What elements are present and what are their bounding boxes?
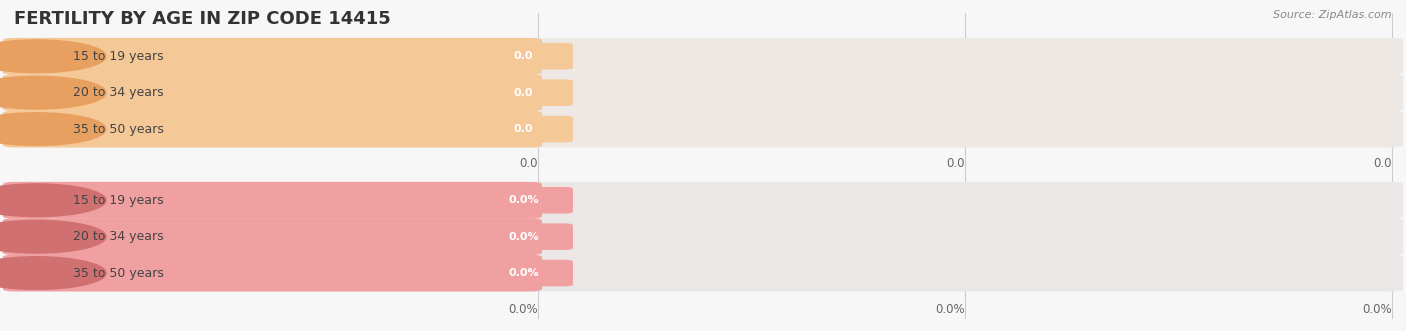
Text: 0.0: 0.0	[946, 157, 965, 170]
Text: 15 to 19 years: 15 to 19 years	[73, 194, 163, 207]
FancyBboxPatch shape	[3, 111, 541, 148]
Circle shape	[0, 257, 105, 289]
Text: 0.0%: 0.0%	[935, 303, 965, 316]
FancyBboxPatch shape	[474, 223, 572, 250]
FancyBboxPatch shape	[474, 260, 572, 286]
Text: 0.0: 0.0	[1374, 157, 1392, 170]
FancyBboxPatch shape	[474, 43, 572, 70]
Circle shape	[0, 76, 105, 109]
FancyBboxPatch shape	[3, 182, 541, 219]
FancyBboxPatch shape	[3, 111, 1403, 148]
FancyBboxPatch shape	[3, 255, 541, 292]
FancyBboxPatch shape	[3, 218, 541, 255]
Circle shape	[0, 113, 105, 145]
FancyBboxPatch shape	[474, 116, 572, 142]
Text: 0.0%: 0.0%	[509, 232, 538, 242]
Circle shape	[0, 220, 105, 253]
FancyBboxPatch shape	[474, 79, 572, 106]
FancyBboxPatch shape	[3, 38, 541, 75]
FancyBboxPatch shape	[3, 74, 1403, 111]
Text: 0.0: 0.0	[519, 157, 537, 170]
Circle shape	[0, 40, 105, 72]
FancyBboxPatch shape	[3, 38, 1403, 75]
Text: 0.0: 0.0	[515, 88, 533, 98]
Text: 15 to 19 years: 15 to 19 years	[73, 50, 163, 63]
Circle shape	[0, 184, 105, 216]
FancyBboxPatch shape	[3, 182, 1403, 219]
Text: 0.0%: 0.0%	[1362, 303, 1392, 316]
FancyBboxPatch shape	[3, 218, 1403, 255]
Text: FERTILITY BY AGE IN ZIP CODE 14415: FERTILITY BY AGE IN ZIP CODE 14415	[14, 10, 391, 28]
Text: 0.0%: 0.0%	[509, 268, 538, 278]
Text: 0.0: 0.0	[515, 124, 533, 134]
FancyBboxPatch shape	[474, 187, 572, 213]
Text: 35 to 50 years: 35 to 50 years	[73, 122, 165, 136]
Text: 0.0%: 0.0%	[509, 195, 538, 205]
Text: 35 to 50 years: 35 to 50 years	[73, 266, 165, 280]
Text: 20 to 34 years: 20 to 34 years	[73, 230, 163, 243]
Text: 0.0: 0.0	[515, 51, 533, 61]
Text: 0.0%: 0.0%	[508, 303, 537, 316]
Text: Source: ZipAtlas.com: Source: ZipAtlas.com	[1274, 10, 1392, 20]
FancyBboxPatch shape	[3, 74, 541, 111]
FancyBboxPatch shape	[3, 255, 1403, 292]
Text: 20 to 34 years: 20 to 34 years	[73, 86, 163, 99]
